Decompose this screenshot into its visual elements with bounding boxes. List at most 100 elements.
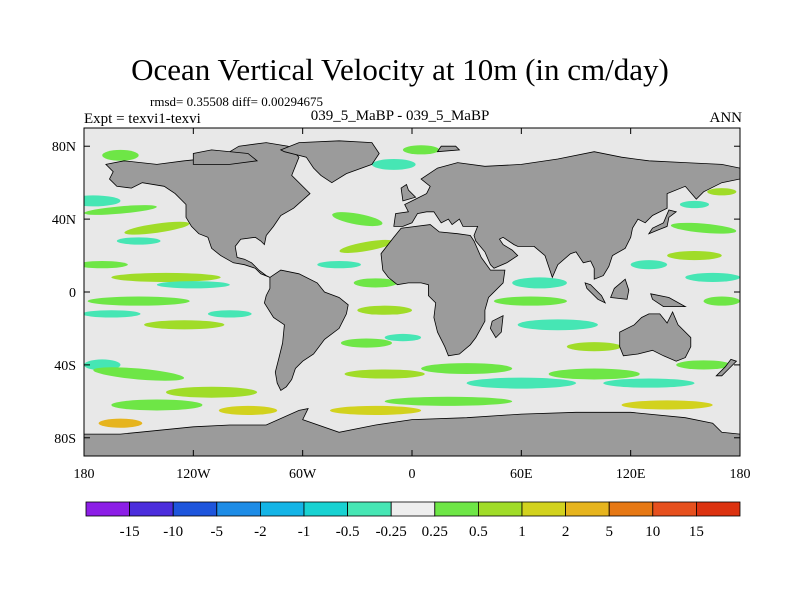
case-label: 039_5_MaBP - 039_5_MaBP: [310, 108, 490, 124]
velocity-patch: [339, 239, 394, 253]
colorbar-box: [129, 501, 174, 517]
land-antarctica: [84, 408, 740, 456]
colorbar-label: 5: [605, 524, 613, 540]
velocity-patch: [384, 396, 513, 406]
velocity-patch: [670, 222, 737, 234]
velocity-patch: [548, 368, 640, 380]
land-greenland: [279, 140, 380, 184]
y-tick-label: 40N: [52, 213, 76, 228]
velocity-patch: [93, 367, 185, 381]
land-sumatra: [584, 282, 607, 304]
colorbar-box: [347, 501, 392, 517]
colorbar: -15 -10 -5 -2 -1 -0.5 -0.25 0.25 0.5 1 2 5 10 15: [85, 501, 741, 540]
colorbar-label: -10: [163, 524, 183, 540]
velocity-patch: [84, 195, 121, 207]
land-new-zealand: [715, 358, 738, 377]
velocity-patch: [166, 386, 258, 398]
x-tick-label: 0: [409, 467, 416, 482]
velocity-patch: [466, 377, 576, 389]
velocity-patch: [603, 378, 695, 388]
velocity-patch: [517, 319, 598, 331]
y-tick-label: 0: [69, 286, 76, 301]
velocity-patch: [402, 145, 440, 155]
velocity-patch: [353, 278, 398, 288]
colorbar-box: [652, 501, 697, 517]
velocity-patch: [124, 221, 190, 235]
colorbar-box: [85, 501, 130, 517]
colorbar-label: -1: [298, 524, 311, 540]
velocity-patch: [207, 310, 252, 318]
velocity-patch: [566, 342, 622, 352]
velocity-patch: [421, 363, 513, 374]
colorbar-box: [303, 501, 348, 517]
velocity-patch: [679, 200, 710, 209]
velocity-patch: [332, 212, 383, 227]
y-tick-label: 80N: [52, 140, 76, 155]
colorbar-box: [216, 501, 261, 517]
season-label: ANN: [709, 110, 743, 126]
colorbar-label: -0.25: [376, 524, 407, 540]
y-tick-label: 80S: [54, 432, 76, 447]
colorbar-box: [390, 501, 436, 517]
x-tick-label: 60W: [289, 467, 317, 482]
x-axis: 180 120W 60W 0 60E 120E 180: [74, 128, 751, 482]
velocity-patch: [144, 320, 225, 330]
colorbar-label: -2: [254, 524, 267, 540]
velocity-patch: [218, 405, 278, 416]
anomaly-layer: [84, 145, 740, 428]
velocity-patch: [84, 261, 128, 269]
chart-title: Ocean Vertical Velocity at 10m (in cm/da…: [131, 52, 669, 87]
colorbar-box: [608, 501, 654, 517]
land-south-america: [263, 269, 349, 391]
colorbar-box: [521, 501, 566, 517]
velocity-patch: [111, 399, 203, 411]
velocity-patch: [384, 333, 422, 342]
velocity-patch: [87, 296, 190, 306]
colorbar-label: -0.5: [336, 524, 360, 540]
velocity-patch: [84, 310, 141, 318]
x-tick-label: 120W: [176, 467, 211, 482]
colorbar-box: [696, 501, 741, 517]
colorbar-box: [259, 501, 305, 517]
colorbar-box: [434, 501, 479, 517]
colorbar-label: 1: [518, 524, 526, 540]
velocity-patch: [494, 296, 567, 306]
velocity-patch: [98, 418, 143, 428]
velocity-patch: [621, 400, 713, 410]
colorbar-box: [565, 501, 610, 517]
colorbar-box: [477, 501, 523, 517]
stats-line: rmsd= 0.35508 diff= 0.00294675: [150, 94, 323, 109]
velocity-patch: [102, 149, 139, 161]
colorbar-label: 0.5: [469, 524, 488, 540]
velocity-patch: [357, 305, 412, 315]
land-australia: [619, 311, 692, 362]
velocity-patch: [630, 260, 668, 270]
land-madagascar: [489, 315, 504, 339]
velocity-patch: [116, 237, 161, 245]
land-arctic-islands: [192, 149, 259, 165]
velocity-patch: [707, 188, 737, 196]
land-japan: [647, 209, 678, 235]
land-svalbard: [436, 145, 461, 153]
colorbar-label: 0.25: [422, 524, 448, 540]
velocity-patch: [84, 205, 157, 215]
x-tick-label: 60E: [510, 467, 533, 482]
colorbar-label: 10: [645, 524, 660, 540]
land-africa: [380, 224, 506, 357]
land-new-guinea: [650, 293, 687, 308]
velocity-patch: [703, 296, 740, 306]
velocity-patch: [371, 158, 416, 170]
velocity-patch: [111, 272, 221, 282]
velocity-patch: [156, 281, 230, 289]
velocity-patch: [330, 405, 422, 416]
colorbar-label: -15: [120, 524, 140, 540]
velocity-patch: [340, 338, 392, 348]
velocity-patch: [512, 277, 567, 289]
x-tick-label: 180: [74, 467, 95, 482]
velocity-patch: [685, 272, 740, 282]
velocity-patch: [344, 369, 425, 379]
colorbar-box: [172, 501, 218, 517]
x-tick-label: 120E: [616, 467, 646, 482]
velocity-patch: [317, 261, 361, 269]
